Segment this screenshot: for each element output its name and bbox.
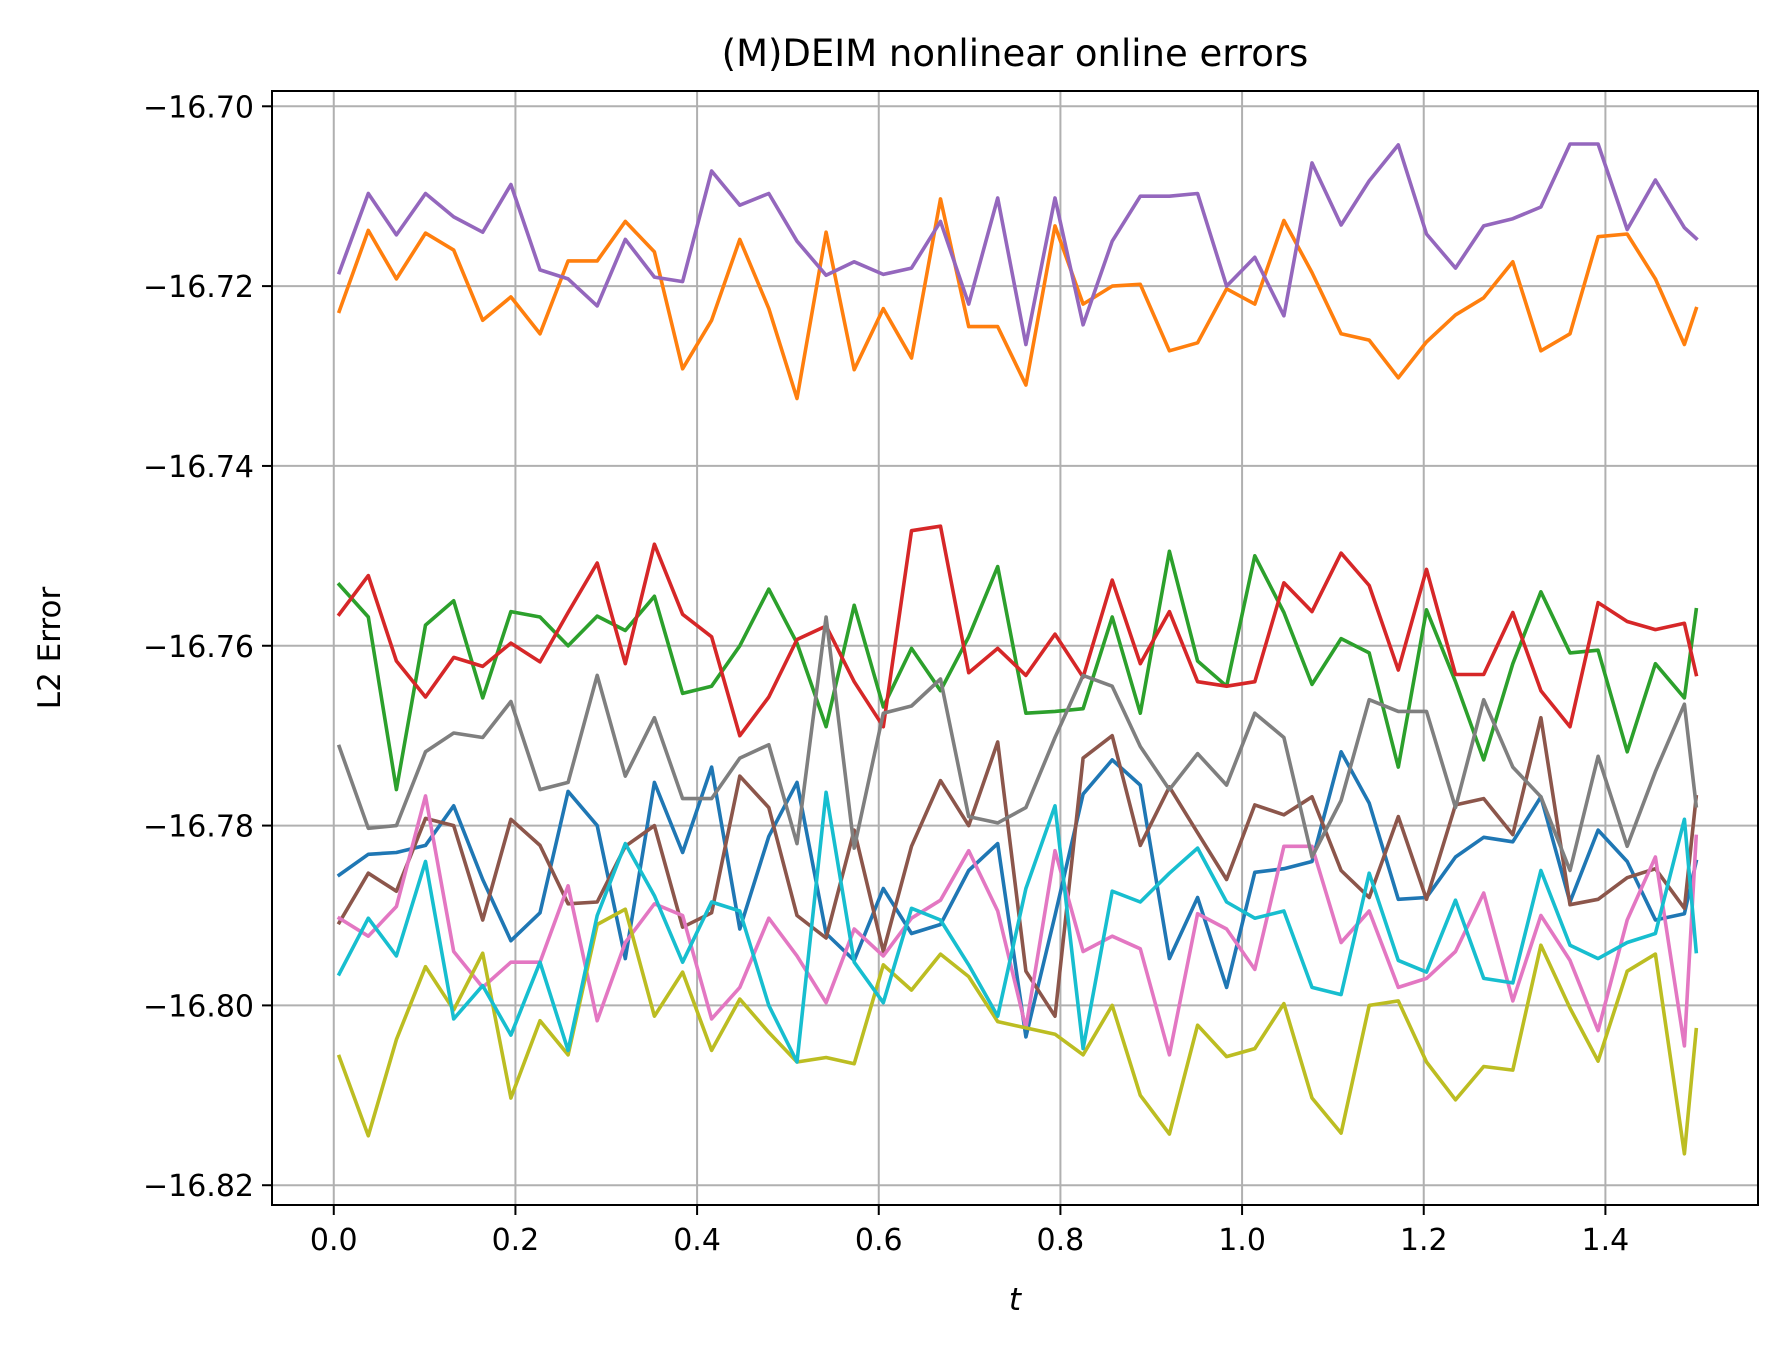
y-axis: −16.70 −16.72 −16.74 −16.76 −16.78 −16.80 −16.… <box>143 90 272 1204</box>
y-tick-label: −16.74 <box>143 450 254 485</box>
series-line-3 <box>336 549 1699 792</box>
x-tick-label: 0.6 <box>855 1223 903 1258</box>
x-tick-label: 1.2 <box>1400 1223 1448 1258</box>
series-line-8 <box>336 615 1699 873</box>
series-line-9 <box>336 907 1699 1156</box>
series-layer <box>336 142 1699 1156</box>
x-axis: 0.0 0.2 0.4 0.6 0.8 1.0 1.2 1.4 <box>310 1205 1629 1258</box>
series-line-10 <box>336 790 1699 1064</box>
x-tick-label: 0.0 <box>310 1223 358 1258</box>
x-tick-label: 1.0 <box>1218 1223 1266 1258</box>
series-line-2 <box>336 197 1699 401</box>
y-tick-label: −16.72 <box>143 270 254 305</box>
x-tick-label: 0.2 <box>492 1223 540 1258</box>
y-tick-label: −16.82 <box>143 1169 254 1204</box>
series-line-1 <box>336 749 1699 1039</box>
y-tick-label: −16.76 <box>143 630 254 665</box>
x-axis-label: t <box>1009 1282 1023 1318</box>
series-line-6 <box>336 715 1699 1019</box>
y-tick-label: −16.80 <box>143 989 254 1024</box>
series-line-5 <box>336 142 1699 347</box>
y-axis-label: L2 Error <box>32 587 68 710</box>
x-tick-label: 0.4 <box>673 1223 721 1258</box>
series-line-4 <box>336 524 1699 738</box>
chart-title: (M)DEIM nonlinear online errors <box>722 32 1309 75</box>
x-tick-label: 0.8 <box>1037 1223 1085 1258</box>
y-tick-label: −16.70 <box>143 90 254 125</box>
plot-frame <box>271 90 1759 1206</box>
x-tick-label: 1.4 <box>1582 1223 1630 1258</box>
y-tick-label: −16.78 <box>143 810 254 845</box>
